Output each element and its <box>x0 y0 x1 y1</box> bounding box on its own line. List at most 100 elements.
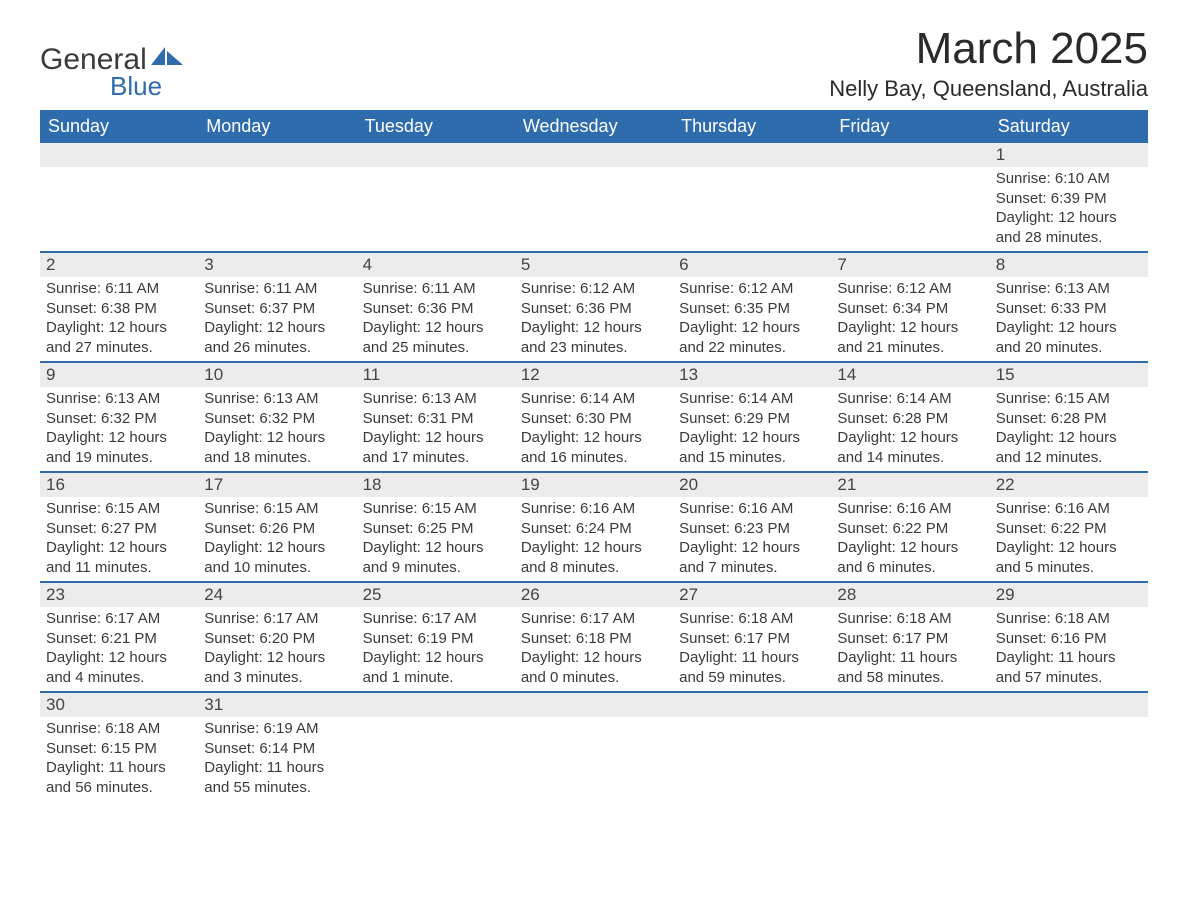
day-number: 11 <box>357 363 515 387</box>
day-number: 29 <box>990 583 1148 607</box>
day-number <box>357 143 515 167</box>
day-number: 1 <box>990 143 1148 167</box>
day-number <box>831 143 989 167</box>
day-line: Sunset: 6:19 PM <box>363 629 509 649</box>
day-details: Sunrise: 6:14 AMSunset: 6:28 PMDaylight:… <box>831 387 989 471</box>
day-line: Daylight: 12 hours <box>46 648 192 668</box>
weekday-header: Monday <box>198 110 356 143</box>
day-line: and 12 minutes. <box>996 448 1142 468</box>
day-line: Sunrise: 6:11 AM <box>204 279 350 299</box>
calendar: SundayMondayTuesdayWednesdayThursdayFrid… <box>40 110 1148 801</box>
day-line: and 8 minutes. <box>521 558 667 578</box>
day-details: Sunrise: 6:15 AMSunset: 6:28 PMDaylight:… <box>990 387 1148 471</box>
day-cell: 2Sunrise: 6:11 AMSunset: 6:38 PMDaylight… <box>40 253 198 361</box>
day-number: 15 <box>990 363 1148 387</box>
day-line: Sunset: 6:29 PM <box>679 409 825 429</box>
week-row: 30Sunrise: 6:18 AMSunset: 6:15 PMDayligh… <box>40 691 1148 801</box>
day-details: Sunrise: 6:13 AMSunset: 6:32 PMDaylight:… <box>40 387 198 471</box>
day-details: Sunrise: 6:12 AMSunset: 6:35 PMDaylight:… <box>673 277 831 361</box>
day-details: Sunrise: 6:16 AMSunset: 6:22 PMDaylight:… <box>831 497 989 581</box>
day-line: Daylight: 12 hours <box>521 538 667 558</box>
week-row: 23Sunrise: 6:17 AMSunset: 6:21 PMDayligh… <box>40 581 1148 691</box>
day-line: Sunset: 6:22 PM <box>837 519 983 539</box>
day-line: Sunrise: 6:19 AM <box>204 719 350 739</box>
day-number <box>990 693 1148 717</box>
sail-icon <box>149 45 185 67</box>
day-line: Daylight: 12 hours <box>679 318 825 338</box>
day-line: Sunset: 6:22 PM <box>996 519 1142 539</box>
day-cell <box>40 143 198 251</box>
day-line: Sunrise: 6:15 AM <box>204 499 350 519</box>
day-line: Sunset: 6:20 PM <box>204 629 350 649</box>
day-line: Sunset: 6:18 PM <box>521 629 667 649</box>
day-number: 26 <box>515 583 673 607</box>
day-details: Sunrise: 6:11 AMSunset: 6:37 PMDaylight:… <box>198 277 356 361</box>
day-details: Sunrise: 6:17 AMSunset: 6:18 PMDaylight:… <box>515 607 673 691</box>
day-line: Sunrise: 6:16 AM <box>837 499 983 519</box>
header-area: General Blue March 2025 Nelly Bay, Queen… <box>40 24 1148 102</box>
day-details: Sunrise: 6:17 AMSunset: 6:20 PMDaylight:… <box>198 607 356 691</box>
day-line: and 59 minutes. <box>679 668 825 688</box>
day-details: Sunrise: 6:16 AMSunset: 6:23 PMDaylight:… <box>673 497 831 581</box>
day-details: Sunrise: 6:18 AMSunset: 6:15 PMDaylight:… <box>40 717 198 801</box>
day-line: Sunrise: 6:16 AM <box>996 499 1142 519</box>
day-number: 16 <box>40 473 198 497</box>
day-line: Daylight: 12 hours <box>204 648 350 668</box>
day-number: 28 <box>831 583 989 607</box>
day-details: Sunrise: 6:19 AMSunset: 6:14 PMDaylight:… <box>198 717 356 801</box>
day-line: Sunrise: 6:18 AM <box>679 609 825 629</box>
day-number: 7 <box>831 253 989 277</box>
day-cell: 16Sunrise: 6:15 AMSunset: 6:27 PMDayligh… <box>40 473 198 581</box>
day-cell: 24Sunrise: 6:17 AMSunset: 6:20 PMDayligh… <box>198 583 356 691</box>
day-number: 19 <box>515 473 673 497</box>
day-line: Sunset: 6:32 PM <box>46 409 192 429</box>
day-line: Sunrise: 6:14 AM <box>679 389 825 409</box>
day-cell <box>357 143 515 251</box>
day-details: Sunrise: 6:12 AMSunset: 6:34 PMDaylight:… <box>831 277 989 361</box>
weekday-header: Tuesday <box>357 110 515 143</box>
day-line: and 57 minutes. <box>996 668 1142 688</box>
day-number: 12 <box>515 363 673 387</box>
day-line: Sunrise: 6:11 AM <box>46 279 192 299</box>
day-line: Daylight: 12 hours <box>46 428 192 448</box>
day-number <box>673 693 831 717</box>
week-row: 2Sunrise: 6:11 AMSunset: 6:38 PMDaylight… <box>40 251 1148 361</box>
day-line: Sunset: 6:23 PM <box>679 519 825 539</box>
day-line: Sunrise: 6:10 AM <box>996 169 1142 189</box>
day-line: Sunrise: 6:13 AM <box>204 389 350 409</box>
day-number: 13 <box>673 363 831 387</box>
day-number <box>357 693 515 717</box>
day-line: Sunrise: 6:13 AM <box>46 389 192 409</box>
day-cell: 23Sunrise: 6:17 AMSunset: 6:21 PMDayligh… <box>40 583 198 691</box>
day-line: Daylight: 12 hours <box>996 428 1142 448</box>
day-line: Daylight: 12 hours <box>996 538 1142 558</box>
day-cell <box>357 693 515 801</box>
day-line: and 27 minutes. <box>46 338 192 358</box>
day-cell <box>990 693 1148 801</box>
day-number: 25 <box>357 583 515 607</box>
day-line: and 11 minutes. <box>46 558 192 578</box>
day-line: Sunrise: 6:17 AM <box>204 609 350 629</box>
day-cell: 27Sunrise: 6:18 AMSunset: 6:17 PMDayligh… <box>673 583 831 691</box>
day-cell: 1Sunrise: 6:10 AMSunset: 6:39 PMDaylight… <box>990 143 1148 251</box>
day-line: Sunset: 6:36 PM <box>363 299 509 319</box>
day-line: Daylight: 12 hours <box>46 538 192 558</box>
day-number: 22 <box>990 473 1148 497</box>
day-line: and 0 minutes. <box>521 668 667 688</box>
day-line: and 4 minutes. <box>46 668 192 688</box>
day-line: Daylight: 12 hours <box>996 208 1142 228</box>
weekday-header: Sunday <box>40 110 198 143</box>
day-cell: 18Sunrise: 6:15 AMSunset: 6:25 PMDayligh… <box>357 473 515 581</box>
logo-text-sub: Blue <box>110 71 185 102</box>
day-cell: 19Sunrise: 6:16 AMSunset: 6:24 PMDayligh… <box>515 473 673 581</box>
day-line: Daylight: 11 hours <box>46 758 192 778</box>
day-number <box>673 143 831 167</box>
day-cell: 22Sunrise: 6:16 AMSunset: 6:22 PMDayligh… <box>990 473 1148 581</box>
day-line: and 56 minutes. <box>46 778 192 798</box>
day-number <box>515 693 673 717</box>
day-number: 21 <box>831 473 989 497</box>
day-cell: 6Sunrise: 6:12 AMSunset: 6:35 PMDaylight… <box>673 253 831 361</box>
day-cell: 14Sunrise: 6:14 AMSunset: 6:28 PMDayligh… <box>831 363 989 471</box>
day-cell: 9Sunrise: 6:13 AMSunset: 6:32 PMDaylight… <box>40 363 198 471</box>
day-line: Daylight: 12 hours <box>204 538 350 558</box>
